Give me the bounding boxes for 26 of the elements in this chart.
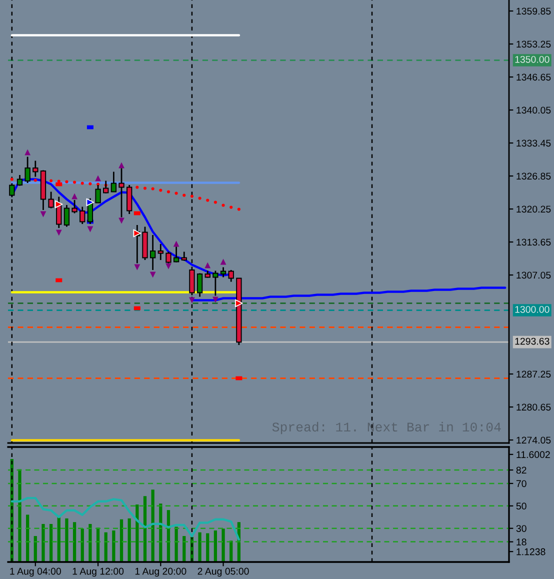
y2-tick-label: 1.1238 bbox=[516, 548, 546, 556]
y-tick-label: 30 bbox=[516, 525, 526, 532]
y-tick-label: 1326.85 bbox=[516, 172, 551, 180]
x-tick-label: 1 Aug 12:00 bbox=[72, 568, 124, 577]
y-tick-label: 70 bbox=[516, 480, 526, 488]
x-tick-label: 2 Aug 05:00 bbox=[198, 568, 249, 577]
y-tick-label: 1333.45 bbox=[516, 140, 551, 147]
y-tick-label: 18 bbox=[516, 538, 526, 546]
y-tick-label: 1280.65 bbox=[516, 404, 551, 411]
y2-tick-label: 11.6002 bbox=[516, 451, 550, 458]
y-tick-label: 1353.25 bbox=[516, 40, 551, 48]
y-tick-label: 1346.65 bbox=[516, 74, 551, 81]
ref-line-label: 1300.00 bbox=[515, 306, 550, 313]
y-tick-label: 1313.65 bbox=[516, 238, 551, 246]
ref-line-label: 1350.00 bbox=[515, 56, 550, 63]
y-tick-label: 1274.05 bbox=[516, 436, 551, 444]
ref-line-label: 1293.63 bbox=[515, 338, 550, 345]
y-tick-label: 1287.25 bbox=[516, 370, 551, 378]
y-tick-label: 1320.25 bbox=[516, 206, 551, 213]
y-tick-label: 1340.05 bbox=[516, 106, 551, 114]
y-tick-label: 1307.05 bbox=[516, 272, 551, 279]
x-tick-label: 1 Aug 04:00 bbox=[10, 568, 61, 577]
y-tick-label: 50 bbox=[516, 502, 526, 510]
y-tick-label: 82 bbox=[516, 466, 526, 474]
y-tick-label: 1359.85 bbox=[516, 8, 551, 15]
x-tick-label: 1 Aug 20:00 bbox=[135, 568, 186, 577]
